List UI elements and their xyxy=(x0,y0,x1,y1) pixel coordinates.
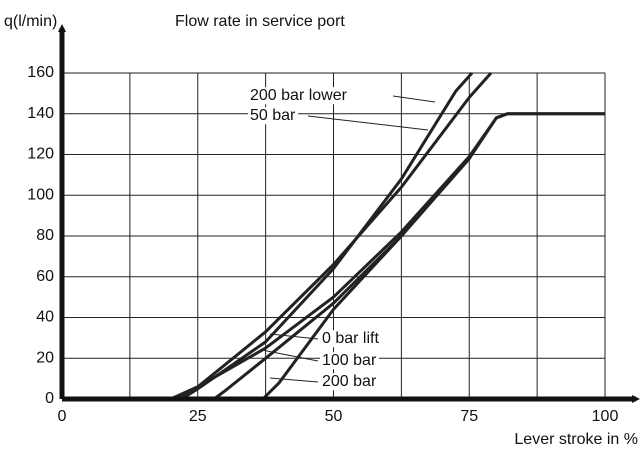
curve xyxy=(180,72,474,401)
x-tick-label: 100 xyxy=(592,408,619,425)
y-tick-label: 100 xyxy=(27,186,54,203)
x-axis-label: Lever stroke in % xyxy=(514,431,638,448)
series-label: 200 bar xyxy=(322,373,377,390)
labels: 200 bar lower 50 bar 0 bar lift 100 bar 200 … xyxy=(248,87,382,391)
y-tick-label: 0 xyxy=(45,390,54,407)
curve xyxy=(213,112,605,401)
curve xyxy=(261,234,403,401)
leader-line xyxy=(269,377,319,383)
y-tick-label: 80 xyxy=(36,227,54,244)
label-background xyxy=(320,352,379,370)
y-tick-label: 20 xyxy=(36,349,54,366)
x-tick-label: 25 xyxy=(189,408,207,425)
grid xyxy=(61,72,606,400)
curves xyxy=(169,72,605,401)
chart-title: Flow rate in service port xyxy=(175,13,345,30)
label-background xyxy=(320,330,382,348)
series-label: 100 bar xyxy=(322,352,377,369)
leader-line xyxy=(261,349,319,362)
x-tick-label: 75 xyxy=(460,408,478,425)
label-background xyxy=(320,373,379,391)
y-tick-label: 140 xyxy=(27,105,54,122)
x-tick-label: 0 xyxy=(58,408,67,425)
leader-line xyxy=(392,95,436,103)
y-tick-label: 160 xyxy=(27,64,54,81)
leader-line xyxy=(307,115,429,131)
series-label: 200 bar lower xyxy=(250,87,348,104)
series-label: 50 bar xyxy=(250,107,296,124)
y-tick-label: 40 xyxy=(36,309,54,326)
x-tick-label: 50 xyxy=(325,408,343,425)
label-background xyxy=(248,107,299,125)
curve xyxy=(175,112,605,401)
y-axis-label: q(l/min) xyxy=(4,13,57,30)
y-tick-label: 120 xyxy=(27,146,54,163)
series-label: 0 bar lift xyxy=(322,330,379,347)
y-tick-label: 60 xyxy=(36,268,54,285)
label-background xyxy=(248,87,350,105)
leader-line xyxy=(269,333,319,340)
